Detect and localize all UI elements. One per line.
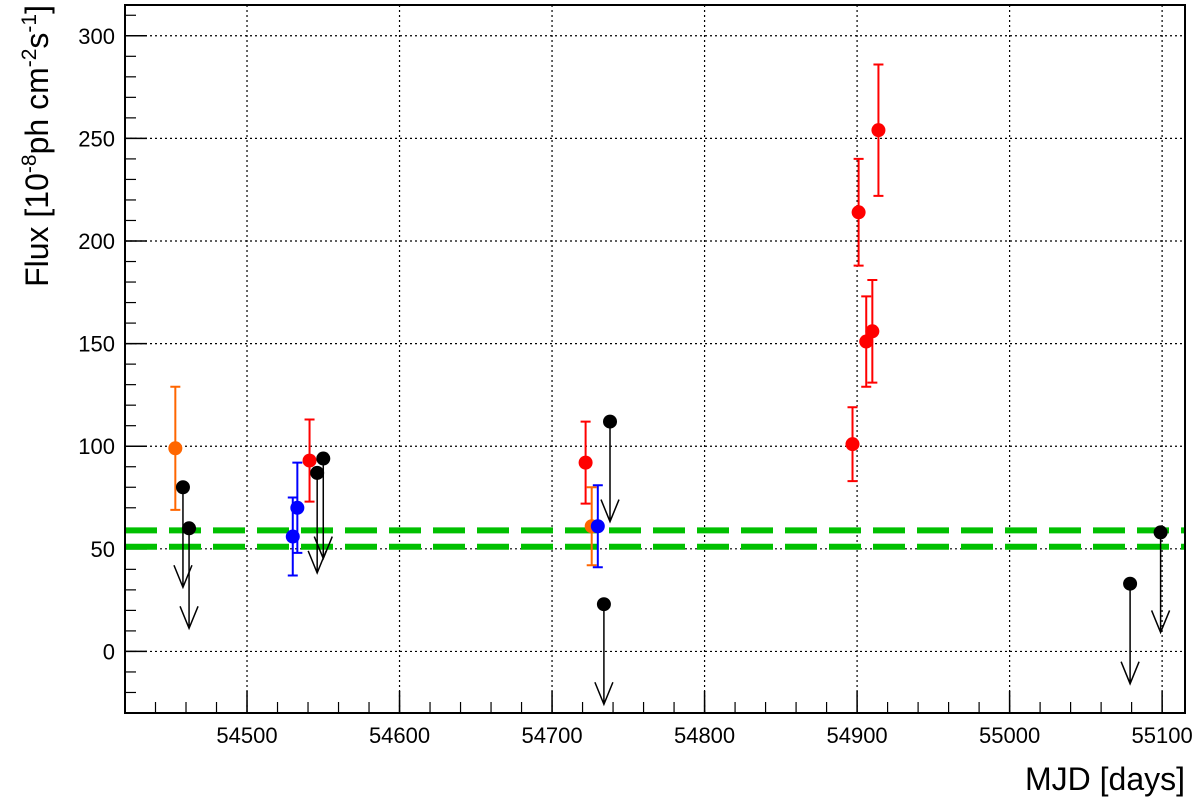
data-point (290, 500, 305, 515)
data-point (603, 414, 618, 429)
data-point (316, 451, 331, 466)
x-tick-label: 54900 (826, 723, 887, 748)
data-point (596, 597, 611, 612)
x-tick-label: 55100 (1132, 723, 1193, 748)
upper-limit-arrow (600, 421, 620, 524)
upper-limit-arrow (594, 604, 614, 707)
upper-limit-arrow (313, 458, 333, 561)
data-point (302, 453, 317, 468)
y-tick-label: 50 (91, 537, 115, 562)
data-point (865, 324, 880, 339)
data-point (310, 465, 325, 480)
x-tick-label: 54700 (521, 723, 582, 748)
x-axis-title: MJD [days] (1025, 761, 1185, 797)
data-point (1153, 525, 1168, 540)
data-point (845, 437, 860, 452)
data-point (285, 529, 300, 544)
data-point (182, 521, 197, 536)
y-title-sup: -1 (18, 14, 41, 33)
data-point (578, 455, 593, 470)
y-tick-label: 150 (78, 332, 115, 357)
data-point (871, 123, 886, 138)
x-tick-label: 55000 (979, 723, 1040, 748)
data-point (851, 205, 866, 220)
data-point (859, 334, 874, 349)
upper-limit-arrow (1150, 532, 1171, 635)
y-title-part: Flux [10 (19, 173, 55, 287)
y-tick-label: 250 (78, 126, 115, 151)
y-title-sup: -2 (18, 49, 41, 68)
data-point (168, 441, 183, 456)
y-tick-label: 300 (78, 24, 115, 49)
upper-limit-arrow (1120, 583, 1140, 686)
upper-limit-arrow (179, 528, 199, 631)
y-title-part: s (19, 33, 55, 49)
y-tick-label: 0 (103, 639, 115, 664)
y-tick-label: 100 (78, 434, 115, 459)
y-tick-label: 200 (78, 229, 115, 254)
data-point (175, 480, 190, 495)
data-point (590, 519, 605, 534)
x-tick-label: 54600 (369, 723, 430, 748)
y-title-part: ph cm (19, 67, 55, 154)
x-tick-label: 54500 (216, 723, 277, 748)
x-tick-label: 54800 (674, 723, 735, 748)
y-title-sup: -8 (18, 154, 41, 173)
y-axis-title: Flux [10-8ph cm-2s-1] (18, 5, 55, 287)
data-point (1123, 576, 1138, 591)
plot-frame (124, 4, 1186, 714)
y-title-part: ] (19, 5, 55, 14)
